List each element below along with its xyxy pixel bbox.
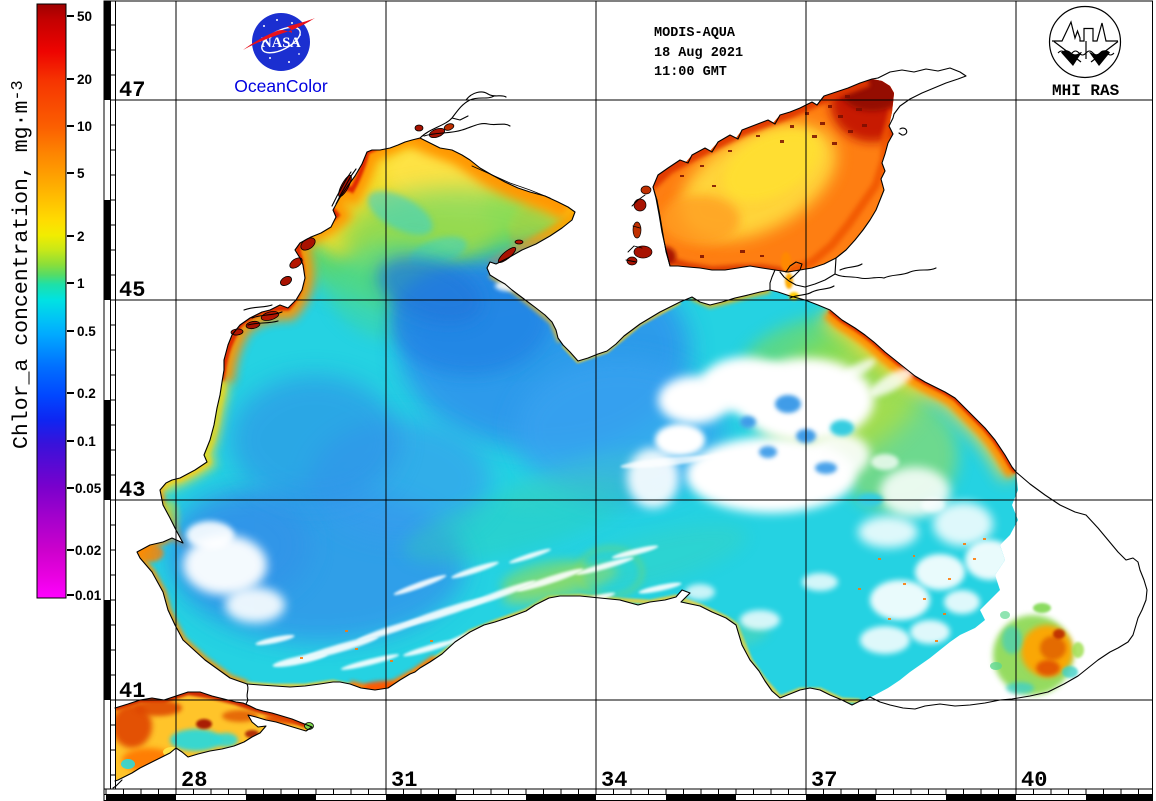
svg-text:NASA: NASA	[261, 35, 301, 51]
svg-text:0.01: 0.01	[75, 588, 102, 603]
svg-text:2: 2	[77, 229, 85, 244]
svg-text:0.05: 0.05	[75, 481, 102, 496]
svg-text:20: 20	[77, 72, 92, 87]
svg-text:41: 41	[119, 679, 145, 704]
svg-text:5: 5	[77, 166, 85, 181]
svg-text:47: 47	[119, 78, 145, 103]
svg-text:1: 1	[77, 276, 85, 291]
svg-text:OceanColor: OceanColor	[234, 76, 328, 96]
svg-text:Chlor_a concentration, mg·m-3: Chlor_a concentration, mg·m-3	[9, 80, 34, 449]
svg-text:0.1: 0.1	[77, 434, 96, 449]
svg-text:37: 37	[811, 768, 837, 793]
svg-text:43: 43	[119, 478, 145, 503]
svg-text:0.5: 0.5	[77, 324, 96, 339]
svg-text:34: 34	[601, 768, 627, 793]
svg-text:MHI RAS: MHI RAS	[1052, 82, 1120, 100]
svg-text:0.02: 0.02	[75, 543, 101, 558]
svg-text:10: 10	[77, 119, 92, 134]
svg-text:45: 45	[119, 278, 145, 303]
svg-text:28: 28	[181, 768, 207, 793]
svg-text:31: 31	[391, 768, 417, 793]
svg-text:40: 40	[1021, 768, 1047, 793]
svg-text:18 Aug 2021: 18 Aug 2021	[654, 46, 743, 61]
svg-text:MODIS-AQUA: MODIS-AQUA	[654, 26, 736, 41]
svg-text:11:00 GMT: 11:00 GMT	[654, 65, 727, 80]
svg-text:50: 50	[77, 9, 92, 24]
svg-text:0.2: 0.2	[77, 386, 96, 401]
